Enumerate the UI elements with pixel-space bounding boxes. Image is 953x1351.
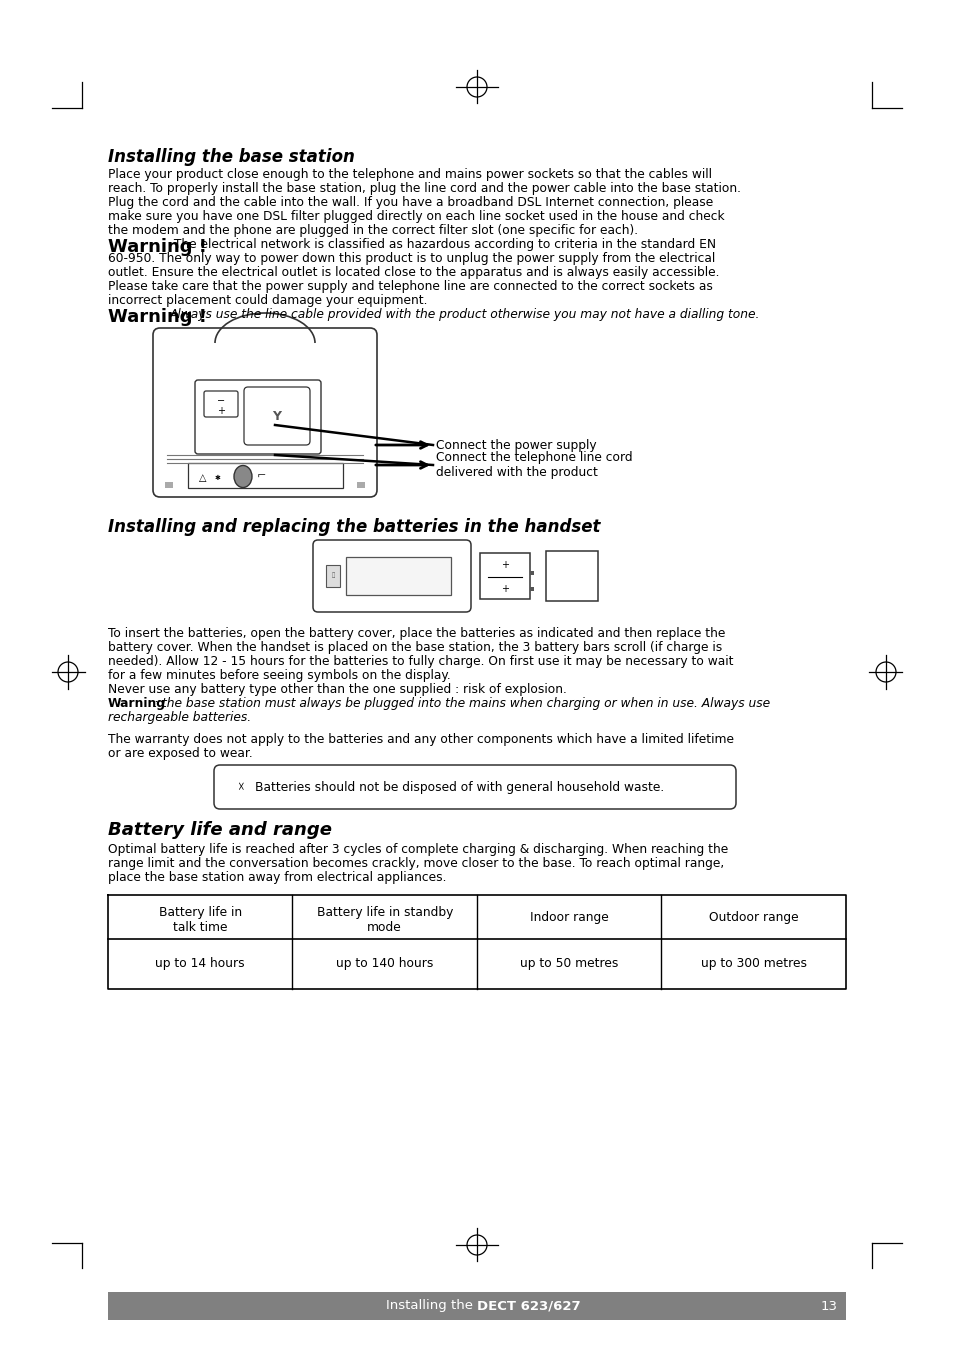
Text: or are exposed to wear.: or are exposed to wear.: [108, 747, 253, 761]
FancyBboxPatch shape: [204, 390, 237, 417]
Text: The electrical network is classified as hazardous according to criteria in the s: The electrical network is classified as …: [170, 238, 716, 251]
Text: incorrect placement could damage your equipment.: incorrect placement could damage your eq…: [108, 295, 427, 307]
Bar: [188, 463, 343, 488]
Text: rechargeable batteries.: rechargeable batteries.: [108, 711, 251, 724]
Text: Indoor range: Indoor range: [529, 911, 608, 924]
Text: Never use any battery type other than the one supplied : risk of explosion.: Never use any battery type other than th…: [108, 684, 566, 696]
Bar: [326, 565, 339, 586]
Text: for a few minutes before seeing symbols on the display.: for a few minutes before seeing symbols …: [108, 669, 450, 682]
Text: +: +: [216, 407, 225, 416]
Text: △: △: [199, 473, 207, 482]
Text: outlet. Ensure the electrical outlet is located close to the apparatus and is al: outlet. Ensure the electrical outlet is …: [108, 266, 719, 280]
Text: Outdoor range: Outdoor range: [708, 911, 798, 924]
Text: Battery life in standby: Battery life in standby: [316, 907, 453, 919]
Text: place the base station away from electrical appliances.: place the base station away from electri…: [108, 871, 446, 884]
Text: DECT 623/627: DECT 623/627: [476, 1300, 580, 1313]
Text: battery cover. When the handset is placed on the base station, the 3 battery bar: battery cover. When the handset is place…: [108, 640, 721, 654]
Text: To insert the batteries, open the battery cover, place the batteries as indicate: To insert the batteries, open the batter…: [108, 627, 724, 640]
Text: make sure you have one DSL filter plugged directly on each line socket used in t: make sure you have one DSL filter plugge…: [108, 209, 724, 223]
Text: range limit and the conversation becomes crackly, move closer to the base. To re: range limit and the conversation becomes…: [108, 857, 723, 870]
Text: : the base station must always be plugged into the mains when charging or when i: : the base station must always be plugge…: [153, 697, 769, 711]
Text: Connect the telephone line cord: Connect the telephone line cord: [436, 451, 632, 463]
FancyBboxPatch shape: [152, 328, 376, 497]
Text: Plug the cord and the cable into the wall. If you have a broadband DSL Internet : Plug the cord and the cable into the wal…: [108, 196, 713, 209]
Text: Place your product close enough to the telephone and mains power sockets so that: Place your product close enough to the t…: [108, 168, 711, 181]
Text: the modem and the phone are plugged in the correct filter slot (one specific for: the modem and the phone are plugged in t…: [108, 224, 638, 236]
Text: +: +: [500, 561, 509, 570]
Bar: [545, 551, 598, 601]
FancyBboxPatch shape: [313, 540, 471, 612]
Text: −: −: [216, 396, 225, 407]
Text: Battery life and range: Battery life and range: [108, 821, 332, 839]
Bar: [530, 586, 534, 590]
Text: 13: 13: [821, 1300, 837, 1313]
Text: Warning: Warning: [108, 697, 166, 711]
Text: up to 300 metres: up to 300 metres: [700, 958, 806, 970]
Text: Optimal battery life is reached after 3 cycles of complete charging & dischargin: Optimal battery life is reached after 3 …: [108, 843, 727, 857]
Text: Batteries should not be disposed of with general household waste.: Batteries should not be disposed of with…: [254, 781, 663, 794]
Text: up to 50 metres: up to 50 metres: [519, 958, 618, 970]
Text: delivered with the product: delivered with the product: [436, 466, 598, 480]
Text: 60-950. The only way to power down this product is to unplug the power supply fr: 60-950. The only way to power down this …: [108, 253, 715, 265]
Text: ⬛: ⬛: [331, 573, 335, 578]
Bar: [479, 553, 530, 598]
Text: +: +: [500, 584, 509, 594]
Text: ⌐: ⌐: [256, 471, 265, 481]
Text: Battery life in: Battery life in: [158, 907, 241, 919]
Text: up to 140 hours: up to 140 hours: [335, 958, 433, 970]
Text: Warning !: Warning !: [108, 238, 207, 255]
Text: needed). Allow 12 - 15 hours for the batteries to fully charge. On first use it : needed). Allow 12 - 15 hours for the bat…: [108, 655, 733, 667]
Text: Y: Y: [273, 409, 281, 423]
Text: ☓: ☓: [236, 781, 243, 794]
Text: reach. To properly install the base station, plug the line cord and the power ca: reach. To properly install the base stat…: [108, 182, 740, 195]
Text: Always use the line cable provided with the product otherwise you may not have a: Always use the line cable provided with …: [170, 308, 760, 322]
Text: Installing the base station: Installing the base station: [108, 149, 355, 166]
Bar: [356, 482, 365, 488]
Bar: [346, 557, 451, 594]
FancyBboxPatch shape: [194, 380, 320, 454]
Text: up to 14 hours: up to 14 hours: [155, 958, 245, 970]
Text: Installing the: Installing the: [385, 1300, 476, 1313]
Bar: [165, 482, 172, 488]
Text: mode: mode: [367, 921, 402, 934]
Ellipse shape: [233, 466, 252, 488]
Text: The warranty does not apply to the batteries and any other components which have: The warranty does not apply to the batte…: [108, 734, 733, 746]
Bar: [530, 571, 534, 576]
Text: Installing and replacing the batteries in the handset: Installing and replacing the batteries i…: [108, 517, 599, 536]
Text: Please take care that the power supply and telephone line are connected to the c: Please take care that the power supply a…: [108, 280, 712, 293]
Text: ✱: ✱: [214, 474, 221, 481]
FancyBboxPatch shape: [213, 765, 735, 809]
Text: Warning !: Warning !: [108, 308, 207, 326]
Text: talk time: talk time: [172, 921, 227, 934]
Text: Connect the power supply: Connect the power supply: [436, 439, 596, 451]
FancyBboxPatch shape: [244, 386, 310, 444]
Bar: [108, 1292, 845, 1320]
